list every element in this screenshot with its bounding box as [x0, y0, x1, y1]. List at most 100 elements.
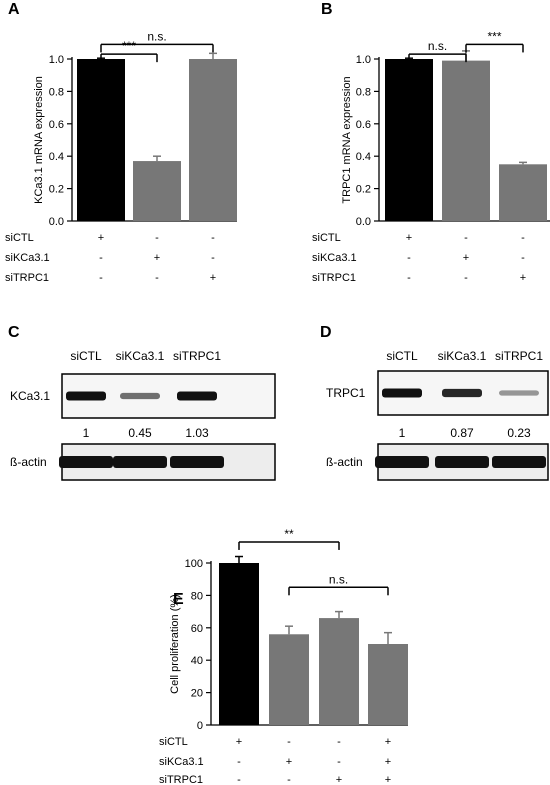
- condition-sign: -: [99, 272, 103, 284]
- blot-band: [382, 388, 422, 398]
- condition-sign: +: [463, 252, 469, 264]
- condition-sign: -: [337, 736, 341, 748]
- y-tick-label: 80: [191, 590, 203, 602]
- condition-sign: -: [211, 232, 215, 244]
- blot-band: [59, 456, 113, 468]
- bar: [77, 59, 125, 221]
- y-tick-label: 0.0: [356, 216, 371, 228]
- blot-band: [66, 391, 106, 401]
- densitometry-value: 0.23: [507, 426, 531, 440]
- y-tick-label: 0: [197, 720, 203, 732]
- condition-sign: -: [155, 232, 159, 244]
- condition-sign: -: [287, 736, 291, 748]
- chart-panel-a: A 0.0 0.2 0.4 0.6 0.8 1.0 KCa3.1 mRNA expressio…: [5, 1, 237, 284]
- condition-sign: +: [520, 272, 526, 284]
- densitometry-value: 1: [83, 426, 90, 440]
- lane-label: siKCa3.1: [438, 349, 487, 363]
- blot-target-label: KCa3.1: [10, 389, 50, 403]
- condition-sign: -: [337, 756, 341, 768]
- blot-band: [499, 390, 539, 396]
- lane-label: siTRPC1: [495, 349, 543, 363]
- condition-sign: -: [521, 232, 525, 244]
- condition-sign: -: [237, 774, 241, 785]
- y-axis-title: KCa3.1 mRNA expression: [33, 76, 45, 204]
- bar: [385, 59, 433, 221]
- y-tick-label: 1.0: [356, 54, 371, 66]
- y-tick-label: 0.6: [49, 119, 64, 131]
- panel-letter: E: [173, 591, 184, 608]
- condition-label: siTRPC1: [312, 272, 356, 284]
- blot-band: [492, 456, 546, 468]
- panel-letter: D: [320, 324, 332, 341]
- condition-sign: +: [336, 774, 342, 785]
- blot-control-label: ß-actin: [10, 455, 47, 469]
- densitometry-value: 1: [399, 426, 406, 440]
- lane-label: siTRPC1: [173, 349, 221, 363]
- blot-control-label: ß-actin: [326, 455, 363, 469]
- y-tick-label: 0.4: [49, 151, 64, 163]
- panel-letter: A: [8, 1, 20, 18]
- condition-label: siKCa3.1: [312, 252, 357, 264]
- blot-target-label: TRPC1: [326, 386, 366, 400]
- condition-sign: +: [406, 232, 412, 244]
- y-tick-label: 0.8: [49, 86, 64, 98]
- y-axis-title: Cell proliferation (%): [169, 594, 181, 694]
- significance-label: n.s.: [329, 572, 348, 586]
- condition-label: siTRPC1: [159, 774, 203, 785]
- bar: [189, 59, 237, 221]
- bar: [133, 161, 181, 221]
- significance-label: **: [284, 527, 294, 541]
- significance-label: n.s.: [147, 29, 166, 43]
- condition-sign: -: [464, 232, 468, 244]
- condition-sign: +: [385, 736, 391, 748]
- y-tick-label: 100: [185, 558, 203, 570]
- condition-sign: -: [407, 252, 411, 264]
- condition-sign: +: [98, 232, 104, 244]
- condition-sign: +: [210, 272, 216, 284]
- condition-label: siCTL: [312, 232, 341, 244]
- condition-sign: -: [211, 252, 215, 264]
- bar: [368, 644, 408, 725]
- panel-letter: B: [321, 1, 333, 18]
- blot-band: [435, 456, 489, 468]
- y-axis-title: TRPC1 mRNA expression: [341, 76, 353, 203]
- bar: [219, 563, 259, 725]
- y-tick-label: 1.0: [49, 54, 64, 66]
- y-tick-label: 0.2: [356, 184, 371, 196]
- blot-band: [442, 388, 482, 398]
- lane-label: siCTL: [386, 349, 418, 363]
- blot-band: [113, 456, 167, 468]
- panel-letter: C: [8, 324, 20, 341]
- y-tick-label: 0.8: [356, 86, 371, 98]
- blot-band: [170, 456, 224, 468]
- lane-label: siKCa3.1: [116, 349, 165, 363]
- condition-sign: -: [407, 272, 411, 284]
- condition-label: siCTL: [159, 736, 188, 748]
- condition-sign: -: [521, 252, 525, 264]
- condition-sign: +: [385, 756, 391, 768]
- significance-label: ***: [487, 29, 501, 43]
- y-tick-label: 60: [191, 623, 203, 635]
- condition-sign: -: [287, 774, 291, 785]
- y-tick-label: 20: [191, 688, 203, 700]
- condition-sign: -: [99, 252, 103, 264]
- bar: [269, 634, 309, 725]
- condition-label: siKCa3.1: [159, 756, 204, 768]
- significance-label: ***: [122, 39, 136, 53]
- chart-panel-e: E 0 20 40 60 80 100 Cell proliferation (%) ** n.s…: [159, 527, 408, 785]
- densitometry-value: 0.87: [450, 426, 474, 440]
- bar: [319, 618, 359, 725]
- densitometry-value: 1.03: [185, 426, 209, 440]
- densitometry-value: 0.45: [128, 426, 152, 440]
- blot-band: [120, 392, 160, 400]
- y-tick-label: 40: [191, 655, 203, 667]
- y-tick-label: 0.6: [356, 119, 371, 131]
- condition-sign: +: [236, 736, 242, 748]
- y-tick-label: 0.4: [356, 151, 371, 163]
- condition-label: siTRPC1: [5, 272, 49, 284]
- condition-sign: -: [237, 756, 241, 768]
